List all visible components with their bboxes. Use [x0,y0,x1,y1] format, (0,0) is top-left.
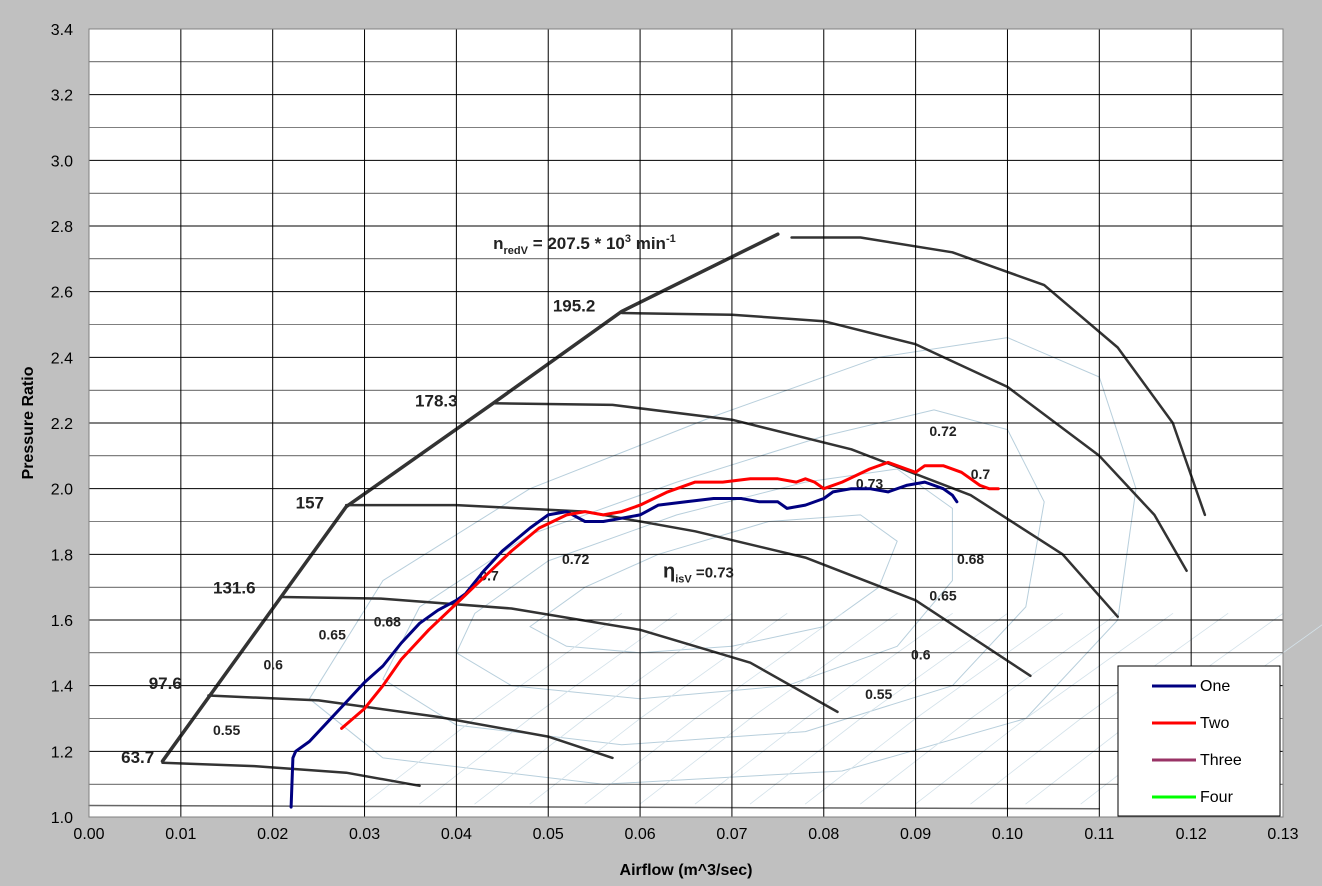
x-tick-label: 0.11 [1084,826,1114,843]
map-label: 0.65 [319,627,346,643]
y-tick-label: 1.0 [51,810,73,827]
map-label: 157 [296,493,324,512]
y-tick-label: 2.8 [51,219,73,236]
y-tick-label: 2.0 [51,482,73,499]
speed-line [620,311,1188,573]
series-line-one [289,480,959,809]
x-tick-label: 0.00 [73,826,104,843]
map-label: 0.55 [865,686,892,702]
y-tick-label: 2.4 [51,350,73,367]
series-line-two [340,460,1000,730]
x-tick-label: 0.10 [992,826,1023,843]
map-label: 0.72 [562,551,589,567]
map-label: 0.72 [929,423,956,439]
map-label: 0.55 [213,722,240,738]
x-tick-label: 0.06 [625,826,656,843]
map-label: 63.7 [121,748,154,767]
efficiency-contour [308,337,1137,785]
map-label: 131.6 [213,579,256,598]
y-tick-label: 1.2 [51,744,73,761]
y-tick-label: 2.2 [51,416,73,433]
speed-formula-label: nredV = 207.5 * 103 min-1 [493,233,676,257]
x-tick-label: 0.09 [900,826,931,843]
map-label: 0.65 [929,587,956,603]
legend-label-three: Three [1200,752,1242,769]
speed-line [280,595,839,714]
axis-labels: 0.00 0.01 0.02 0.03 0.04 0.05 0.06 0.07 0.08 0.09… [20,22,1299,879]
efficiency-contour [382,409,1045,746]
legend-label-four: Four [1200,789,1234,806]
map-label: 178.3 [415,392,458,411]
x-tick-label: 0.07 [716,826,747,843]
map-label: 0.6 [264,656,284,672]
map-annotations: 63.7 97.6 131.6 157 178.3 195.2 0.55 0.6 0.65 0.6… [121,233,990,767]
speed-line [161,761,421,788]
efficiency-contour [529,514,898,654]
efficiency-label: ηisV =0.73 [663,560,734,585]
x-tick-label: 0.03 [349,826,380,843]
map-label: 97.6 [149,674,182,693]
y-tick-label: 3.0 [51,153,73,170]
map-label: 0.7 [479,568,499,584]
legend-label-two: Two [1200,715,1229,732]
legend-label-one: One [1200,678,1230,695]
y-axis-title: Pressure Ratio [20,366,37,479]
x-tick-label: 0.13 [1267,826,1298,843]
y-tick-label: 1.8 [51,547,73,564]
x-tick-label: 0.05 [533,826,564,843]
x-tick-label: 0.08 [808,826,839,843]
legend-box [1117,665,1281,817]
y-tick-label: 3.2 [51,88,73,105]
plot-border [88,28,1284,818]
x-tick-label: 0.12 [1176,826,1207,843]
pressure-baseline [88,804,1101,810]
x-axis-title: Airflow (m^3/sec) [620,862,753,879]
map-label: 0.7 [971,466,991,482]
speed-line [207,694,614,760]
x-tick-label: 0.04 [441,826,472,843]
map-label: 0.68 [957,551,984,567]
x-tick-label: 0.01 [165,826,196,843]
y-tick-label: 3.4 [51,22,73,39]
y-tick-label: 2.6 [51,285,73,302]
y-tick-label: 1.6 [51,613,73,630]
map-label: 0.68 [374,614,401,630]
map-label: 0.6 [911,646,931,662]
y-tick-label: 1.4 [51,679,73,696]
x-tick-label: 0.02 [257,826,288,843]
map-label: 195.2 [553,296,596,315]
legend: One Two Three Four [1117,665,1281,817]
data-series [289,460,1000,809]
